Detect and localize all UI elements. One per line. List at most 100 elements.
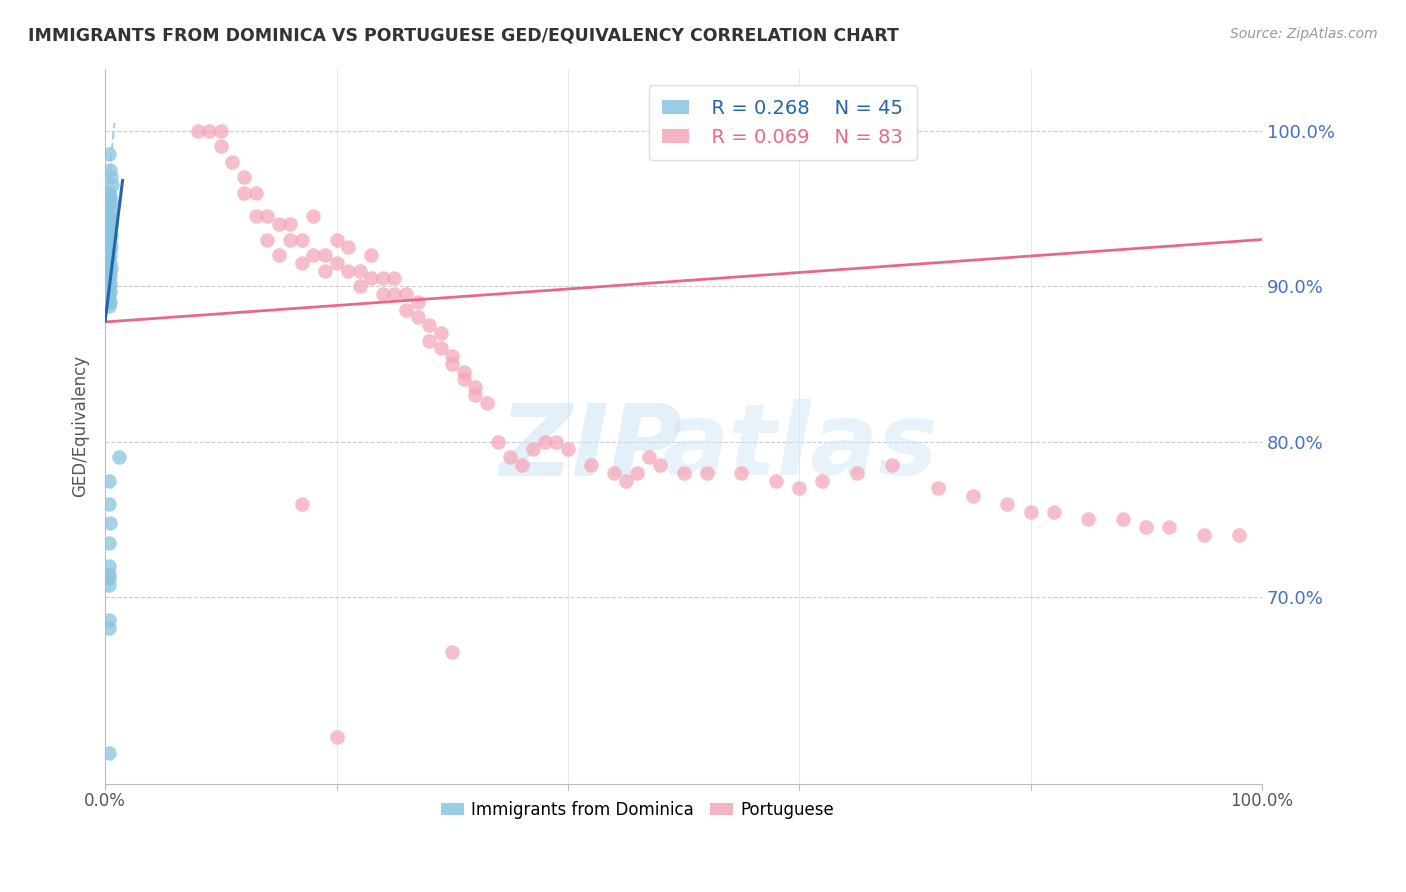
- Point: [100, 204, 122, 219]
- Point: [337, 240, 360, 254]
- Point: [546, 434, 568, 449]
- Point: [97, 263, 120, 277]
- Point: [98, 162, 121, 177]
- Point: [614, 474, 637, 488]
- Point: [278, 217, 301, 231]
- Point: [325, 730, 347, 744]
- Point: [406, 310, 429, 325]
- Point: [97, 251, 120, 265]
- Text: IMMIGRANTS FROM DOMINICA VS PORTUGUESE GED/EQUIVALENCY CORRELATION CHART: IMMIGRANTS FROM DOMINICA VS PORTUGUESE G…: [28, 27, 898, 45]
- Point: [533, 434, 555, 449]
- Point: [314, 248, 336, 262]
- Point: [98, 294, 121, 309]
- Point: [245, 209, 267, 223]
- Point: [100, 260, 122, 275]
- Point: [429, 326, 451, 340]
- Point: [730, 466, 752, 480]
- Point: [962, 489, 984, 503]
- Text: atlas: atlas: [661, 399, 938, 496]
- Point: [1159, 520, 1181, 534]
- Point: [97, 287, 120, 301]
- Point: [98, 248, 121, 262]
- Point: [97, 566, 120, 581]
- Point: [371, 271, 394, 285]
- Point: [637, 450, 659, 465]
- Point: [302, 248, 325, 262]
- Point: [349, 279, 371, 293]
- Point: [278, 233, 301, 247]
- Point: [233, 186, 256, 200]
- Point: [267, 217, 290, 231]
- Point: [1192, 528, 1215, 542]
- Point: [418, 334, 440, 348]
- Point: [97, 578, 120, 592]
- Point: [371, 287, 394, 301]
- Point: [510, 458, 533, 472]
- Point: [1227, 528, 1250, 542]
- Point: [395, 287, 418, 301]
- Point: [98, 284, 121, 298]
- Point: [650, 458, 672, 472]
- Legend: Immigrants from Dominica, Portuguese: Immigrants from Dominica, Portuguese: [434, 794, 841, 825]
- Point: [557, 442, 579, 457]
- Point: [97, 474, 120, 488]
- Point: [97, 621, 120, 635]
- Point: [98, 516, 121, 530]
- Point: [522, 442, 544, 457]
- Point: [626, 466, 648, 480]
- Point: [209, 124, 232, 138]
- Point: [488, 434, 510, 449]
- Point: [98, 198, 121, 212]
- Point: [441, 357, 464, 371]
- Point: [97, 279, 120, 293]
- Point: [100, 240, 122, 254]
- Point: [97, 233, 120, 247]
- Point: [100, 217, 122, 231]
- Point: [221, 154, 243, 169]
- Point: [267, 248, 290, 262]
- Point: [97, 147, 120, 161]
- Text: 100.0%: 100.0%: [1230, 791, 1294, 810]
- Point: [97, 535, 120, 549]
- Point: [395, 302, 418, 317]
- Point: [360, 271, 382, 285]
- Point: [1112, 512, 1135, 526]
- Point: [499, 450, 522, 465]
- Point: [441, 644, 464, 658]
- Point: [209, 139, 232, 153]
- Point: [429, 342, 451, 356]
- Point: [997, 497, 1019, 511]
- Point: [101, 178, 124, 193]
- Point: [98, 189, 121, 203]
- Point: [291, 233, 314, 247]
- Point: [187, 124, 209, 138]
- Point: [291, 497, 314, 511]
- Point: [291, 256, 314, 270]
- Point: [337, 263, 360, 277]
- Point: [97, 209, 120, 223]
- Point: [256, 209, 278, 223]
- Point: [98, 235, 121, 250]
- Point: [325, 233, 347, 247]
- Point: [97, 614, 120, 628]
- Point: [765, 474, 787, 488]
- Point: [314, 263, 336, 277]
- Point: [1019, 505, 1042, 519]
- Point: [97, 244, 120, 258]
- Point: [325, 256, 347, 270]
- Point: [349, 263, 371, 277]
- Point: [579, 458, 602, 472]
- Point: [100, 229, 122, 244]
- Point: [880, 458, 903, 472]
- Text: 0.0%: 0.0%: [84, 791, 127, 810]
- Point: [98, 225, 121, 239]
- Point: [97, 300, 120, 314]
- Point: [98, 214, 121, 228]
- Point: [384, 271, 406, 285]
- Point: [233, 170, 256, 185]
- Text: ZIP: ZIP: [499, 399, 682, 496]
- Point: [846, 466, 869, 480]
- Point: [406, 294, 429, 309]
- Point: [464, 380, 486, 394]
- Point: [475, 396, 498, 410]
